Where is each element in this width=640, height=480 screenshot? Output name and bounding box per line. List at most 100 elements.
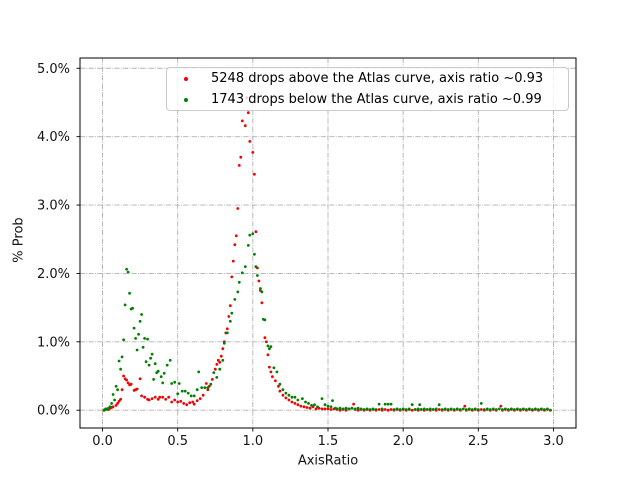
scatter-point	[329, 405, 333, 409]
scatter-point	[195, 388, 199, 392]
x-tick-label: 2.0	[393, 434, 414, 449]
scatter-point	[206, 386, 210, 389]
scatter-point	[275, 370, 279, 374]
scatter-point	[491, 407, 495, 411]
scatter-point	[228, 304, 232, 307]
scatter-point	[485, 407, 489, 411]
scatter-point	[431, 408, 435, 411]
scatter-point	[383, 408, 387, 411]
scatter-point	[418, 403, 422, 407]
scatter-point	[237, 280, 241, 284]
scatter-point	[254, 230, 258, 234]
y-tick-label: 4.0%	[37, 130, 70, 145]
scatter-point	[192, 394, 196, 398]
scatter-point	[147, 398, 151, 402]
scatter-point	[143, 337, 147, 340]
scatter-point	[499, 404, 503, 408]
scatter-point	[144, 360, 148, 364]
scatter-point	[359, 407, 363, 411]
scatter-point	[452, 408, 456, 411]
legend-marker-below	[167, 97, 205, 102]
scatter-point	[233, 243, 237, 247]
y-axis-title: % Prob	[11, 217, 27, 263]
scatter-point	[132, 326, 136, 330]
scatter-point	[416, 407, 420, 411]
scatter-point	[143, 395, 147, 399]
scatter-point	[310, 404, 313, 407]
scatter-point	[344, 408, 348, 412]
scatter-point	[461, 407, 465, 411]
scatter-point	[307, 402, 310, 405]
scatter-point	[389, 402, 393, 406]
scatter-point	[410, 408, 414, 412]
scatter-point	[467, 407, 471, 411]
scatter-point	[159, 375, 163, 379]
scatter-point	[131, 306, 135, 310]
scatter-point	[290, 400, 294, 404]
scatter-point	[458, 408, 462, 411]
scatter-point	[114, 404, 118, 407]
scatter-point	[111, 405, 115, 409]
scatter-point	[198, 397, 202, 400]
scatter-point	[356, 408, 360, 412]
scatter-point	[173, 380, 177, 384]
scatter-point	[122, 374, 125, 378]
scatter-point	[164, 397, 168, 401]
scatter-point	[392, 408, 396, 411]
scatter-point	[395, 407, 399, 411]
scatter-point	[353, 407, 357, 411]
scatter-point	[335, 407, 339, 411]
y-tick-label: 5.0%	[37, 62, 70, 77]
scatter-point	[126, 381, 130, 385]
scatter-point	[326, 404, 330, 408]
scatter-point	[293, 395, 297, 399]
y-tick-label: 2.0%	[37, 267, 70, 282]
scatter-point	[268, 347, 271, 351]
legend-entry-label: 5248 drops above the Atlas curve, axis r…	[211, 71, 544, 86]
scatter-point	[134, 337, 138, 340]
scatter-point	[129, 382, 133, 386]
scatter-point	[123, 303, 127, 307]
scatter-point	[149, 356, 153, 360]
scatter-point	[386, 402, 390, 406]
scatter-point	[152, 378, 156, 381]
scatter-point	[504, 407, 507, 411]
scatter-point	[269, 345, 273, 348]
scatter-point	[215, 376, 219, 379]
scatter-point	[204, 382, 208, 385]
y-tick-label: 1.0%	[37, 335, 70, 350]
scatter-point	[216, 358, 220, 362]
scatter-point	[260, 301, 264, 305]
scatter-point	[108, 405, 112, 409]
legend-entry-label: 1743 drops below the Atlas curve, axis r…	[211, 92, 542, 107]
scatter-point	[162, 371, 166, 375]
scatter-point	[419, 408, 423, 411]
scatter-point	[455, 407, 459, 411]
scatter-point	[534, 407, 537, 411]
scatter-point	[186, 391, 190, 395]
scatter-point	[120, 355, 124, 359]
scatter-point	[161, 395, 165, 399]
scatter-point	[153, 395, 157, 399]
scatter-point	[140, 394, 144, 398]
scatter-point	[206, 388, 210, 392]
scatter-point	[316, 405, 319, 409]
scatter-point	[440, 408, 444, 411]
scatter-point	[410, 403, 414, 407]
scatter-point	[195, 399, 199, 402]
scatter-point	[543, 408, 546, 411]
scatter-point	[253, 252, 256, 256]
scatter-point	[449, 407, 453, 411]
scatter-point	[479, 408, 483, 411]
scatter-point	[251, 151, 255, 154]
scatter-point	[173, 398, 177, 402]
scatter-point	[200, 386, 204, 389]
scatter-points-layer	[102, 96, 552, 412]
scatter-point	[179, 399, 183, 403]
scatter-point	[284, 396, 288, 400]
scatter-point	[140, 313, 144, 316]
scatter-point	[422, 407, 426, 411]
scatter-point	[138, 377, 142, 381]
scatter-point	[150, 352, 154, 356]
scatter-point	[350, 406, 354, 410]
